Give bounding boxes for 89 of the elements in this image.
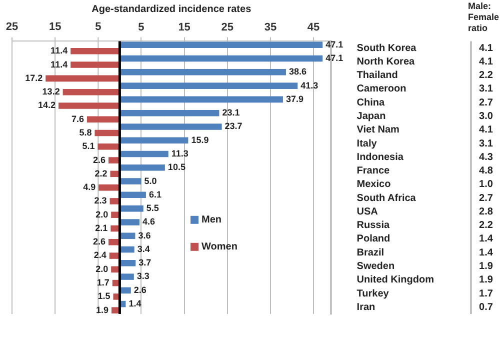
data-label: 11.4 [50, 46, 68, 56]
y2-tick-label: 1.7 [479, 288, 494, 300]
data-label: 2.6 [92, 236, 106, 247]
y-tick-label: Sweden [356, 261, 395, 272]
data-label: 47.1 [326, 53, 344, 64]
data-label: 41.3 [300, 80, 318, 90]
y-tick-label: Thailand [356, 70, 398, 82]
y2-tick-label: 2.2 [479, 220, 494, 232]
data-label: 2.0 [96, 264, 108, 274]
data-label: 2.3 [94, 196, 107, 206]
data-label: 5.5 [146, 203, 159, 214]
data-label: 2.6 [92, 154, 106, 165]
y2-tick-label: 3.1 [479, 138, 494, 150]
y2-tick-label: 4.1 [479, 56, 494, 68]
y-tick-label: Poland [356, 234, 390, 245]
y2-tick-label: 2.7 [479, 192, 494, 204]
y2-tick-label: 1.4 [479, 247, 494, 258]
data-label: 4.6 [142, 216, 156, 227]
x-tick-label: 35 [264, 22, 277, 34]
y-tick-label: France [356, 166, 390, 177]
data-label: 47.1 [326, 39, 344, 50]
data-label: 15.9 [191, 134, 209, 145]
data-label: 13.2 [42, 86, 60, 97]
y-tick-label: Russia [356, 220, 390, 232]
data-label: 5.1 [82, 141, 95, 152]
y2-tick-label: 4.1 [479, 124, 494, 136]
y2-tick-label: 0.7 [479, 302, 494, 313]
x-tick-label: 15 [178, 22, 190, 34]
y2-tick-label: 1.0 [479, 179, 494, 190]
data-label: 17.2 [25, 72, 43, 83]
y-tick-label: Turkey [356, 288, 390, 300]
data-label: 4.9 [83, 182, 96, 192]
y2-tick-label: 1.4 [479, 234, 494, 245]
data-label: 37.9 [286, 94, 304, 104]
data-label: 1.7 [96, 278, 110, 288]
y-tick-label: Iran [356, 302, 376, 313]
y-tick-label: South Africa [356, 192, 416, 204]
data-label: 2.1 [95, 222, 108, 233]
legend-label: Women [202, 242, 238, 253]
data-label: 5.8 [79, 127, 92, 138]
y-tick-label: Indonesia [356, 152, 404, 163]
y-tick-label: North Korea [356, 56, 416, 68]
data-label: 3.3 [136, 271, 150, 282]
data-label: 23.7 [224, 121, 242, 132]
y-tick-label: Japan [356, 110, 386, 122]
y-tick-label: Cameroon [356, 84, 406, 95]
data-label: 11.4 [50, 59, 68, 70]
data-label: 6.1 [148, 189, 162, 200]
data-label: 3.7 [138, 258, 152, 268]
x-tick-label: 45 [307, 22, 320, 34]
data-label: 2.2 [94, 168, 108, 178]
x-tick-label: 5 [138, 22, 144, 34]
y2-tick-label: 1.9 [479, 261, 494, 272]
y2-tick-label: 1.9 [479, 274, 494, 286]
data-label: 7.6 [71, 114, 84, 124]
data-label: 1.5 [98, 291, 110, 302]
data-label: 2.6 [134, 284, 146, 295]
data-label: 1.4 [128, 298, 142, 309]
y2-tick-label: 2.8 [479, 206, 494, 218]
x-tick-label: 25 [221, 22, 234, 34]
data-label: 5.0 [144, 176, 157, 186]
y2-tick-label: 2.2 [479, 70, 494, 82]
y-tick-label: South Korea [356, 42, 417, 54]
y-tick-label: Viet Nam [356, 124, 400, 136]
y-tick-label: Brazil [356, 247, 384, 258]
data-label: 14.2 [38, 100, 56, 110]
y2-axis-title: Male: Female ratio [468, 0, 500, 33]
y2-tick-label: 2.7 [479, 97, 494, 108]
y-tick-label: Italy [356, 138, 378, 150]
data-label: 10.5 [168, 162, 186, 172]
y-tick-label: China [356, 97, 386, 108]
y-tick-label: Mexico [356, 179, 391, 190]
chart-title: Age-standardized incidence rates [92, 4, 252, 15]
data-label: 1.9 [96, 304, 109, 315]
data-label: 23.1 [222, 108, 240, 118]
y2-tick-label: 4.8 [479, 166, 494, 177]
y2-tick-label: 4.3 [479, 152, 494, 163]
data-label: 3.6 [138, 230, 151, 240]
legend-label: Men [202, 214, 222, 226]
data-label: 3.4 [137, 244, 150, 254]
data-label: 11.3 [171, 148, 188, 158]
y-tick-label: United Kingdom [356, 274, 434, 286]
data-label: 2.4 [94, 250, 106, 260]
data-label: 38.6 [288, 66, 307, 77]
y2-tick-label: 3.0 [479, 110, 494, 122]
y-tick-label: USA [356, 206, 378, 218]
data-label: 2.0 [96, 209, 108, 220]
y2-tick-label: 4.1 [479, 42, 494, 54]
y2-tick-label: 3.1 [479, 84, 494, 95]
